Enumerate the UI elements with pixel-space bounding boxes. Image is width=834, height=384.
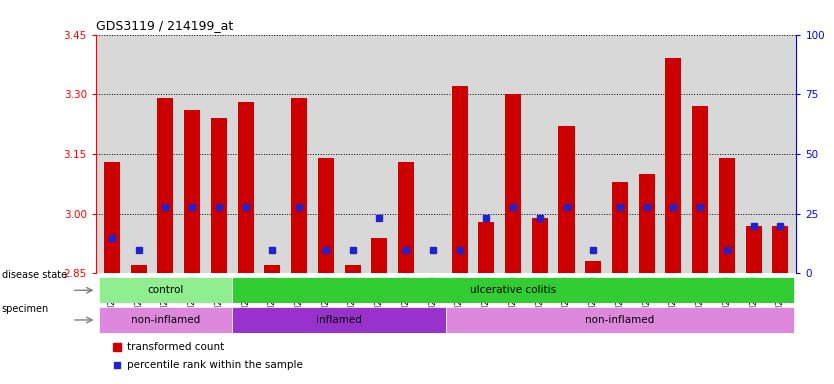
Bar xyxy=(639,174,655,273)
Bar xyxy=(211,118,227,273)
Text: GDS3119 / 214199_at: GDS3119 / 214199_at xyxy=(96,19,234,32)
Bar xyxy=(318,158,334,273)
Text: non-inflamed: non-inflamed xyxy=(131,315,200,325)
Bar xyxy=(505,94,521,273)
Bar xyxy=(131,265,147,273)
Bar xyxy=(612,182,628,273)
Bar xyxy=(184,110,200,273)
Bar xyxy=(719,158,735,273)
Bar xyxy=(98,307,233,333)
Text: transformed count: transformed count xyxy=(128,343,224,353)
Bar xyxy=(532,218,548,273)
Text: inflamed: inflamed xyxy=(316,315,362,325)
Bar xyxy=(264,265,280,273)
Bar xyxy=(451,86,468,273)
Bar xyxy=(425,273,441,281)
Bar xyxy=(104,162,120,273)
Text: non-inflamed: non-inflamed xyxy=(585,315,655,325)
Bar xyxy=(746,226,761,273)
Bar xyxy=(398,162,414,273)
Bar xyxy=(371,238,387,273)
Bar xyxy=(238,102,254,273)
Bar xyxy=(446,307,794,333)
Text: specimen: specimen xyxy=(2,304,49,314)
Bar xyxy=(233,278,794,303)
Bar xyxy=(666,58,681,273)
Bar xyxy=(478,222,495,273)
Bar xyxy=(559,126,575,273)
Bar xyxy=(344,265,360,273)
Bar xyxy=(291,98,307,273)
Text: control: control xyxy=(148,285,183,295)
Text: ulcerative colitis: ulcerative colitis xyxy=(470,285,556,295)
Text: disease state: disease state xyxy=(2,270,67,280)
Bar xyxy=(98,278,233,303)
Bar xyxy=(772,226,788,273)
Bar xyxy=(233,307,446,333)
Text: percentile rank within the sample: percentile rank within the sample xyxy=(128,360,304,370)
Bar xyxy=(585,262,601,273)
Bar xyxy=(692,106,708,273)
Bar xyxy=(158,98,173,273)
